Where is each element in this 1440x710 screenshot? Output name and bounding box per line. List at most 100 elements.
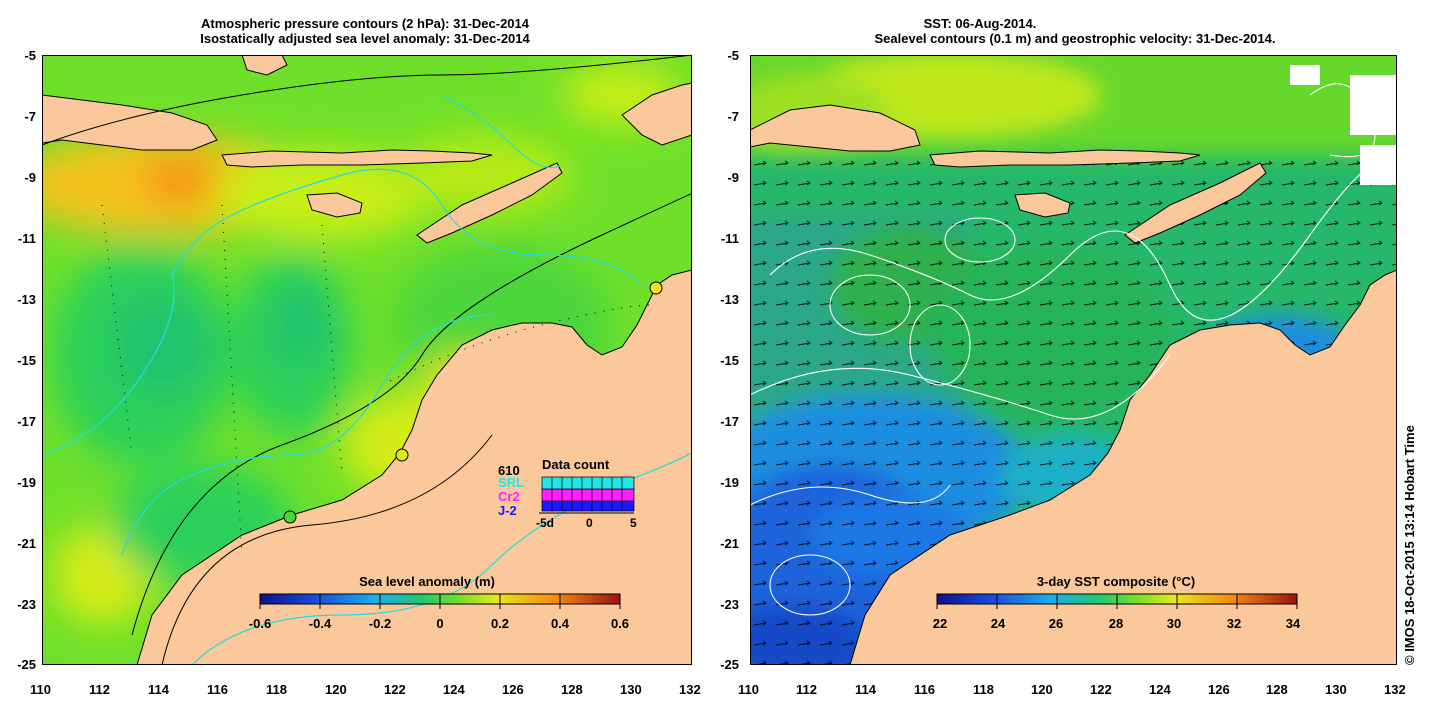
data-count-axis-tick: 5 <box>630 516 637 530</box>
sst-tick-label: 34 <box>1286 616 1301 631</box>
sst-tick-label: 30 <box>1167 616 1181 631</box>
lon-tick-label: 116 <box>914 682 935 697</box>
data-count-axis-tick: -5d <box>536 516 554 530</box>
copyright-notice: © IMOS 18-Oct-2015 13:14 Hobart Time <box>1402 425 1417 665</box>
timor-island-right <box>1124 162 1267 244</box>
sla-colorbar-label: Sea level anomaly (m) <box>359 574 495 589</box>
lon-tick-label: 130 <box>620 682 642 697</box>
lat-tick-label: -19 <box>720 475 739 490</box>
lat-tick-label: -7 <box>727 109 739 124</box>
lat-tick-label: -25 <box>17 657 36 672</box>
sst-colorbar-ticks <box>936 594 1298 609</box>
lon-tick-label: 120 <box>325 682 347 697</box>
sst-colorbar: 3-day SST composite (°C) 22 24 26 28 30 … <box>933 574 1301 631</box>
lon-tick-label: 122 <box>384 682 406 697</box>
sla-tick-label: 0.6 <box>611 616 629 631</box>
australia-land-right <box>849 269 1397 665</box>
lon-tick-label: 128 <box>561 682 583 697</box>
data-count-sat-j2: J-2 <box>498 503 517 518</box>
lon-tick-label: 114 <box>855 682 876 697</box>
data-count-bars <box>541 476 635 512</box>
left-title: Atmospheric pressure contours (2 hPa): 3… <box>200 16 530 46</box>
lon-tick-label: 110 <box>30 682 51 697</box>
lat-tick-label: -17 <box>720 414 739 429</box>
sst-colorbar-tick-labels: 22 24 26 28 30 32 34 <box>933 616 1301 631</box>
lat-tick-label: -19 <box>17 475 36 490</box>
lat-tick-label: -9 <box>727 170 739 185</box>
sla-tick-label: -0.6 <box>249 616 271 631</box>
left-title-line1: Atmospheric pressure contours (2 hPa): 3… <box>201 16 529 31</box>
left-title-line2: Isostatically adjusted sea level anomaly… <box>200 31 530 46</box>
lon-tick-label: 112 <box>89 682 110 697</box>
lesser-sunda-islands-right <box>929 149 1201 168</box>
sla-colorbar-ticks <box>259 594 621 609</box>
lat-tick-label: -21 <box>17 536 36 551</box>
sla-colorbar: Sea level anomaly (m) -0.6 -0.4 -0.2 0 0… <box>249 574 629 631</box>
lon-tick-label: 110 <box>738 682 759 697</box>
sumba-island-right <box>1014 192 1071 218</box>
lat-tick-label: -25 <box>720 657 739 672</box>
lon-tick-label: 120 <box>1031 682 1053 697</box>
lon-tick-label: 118 <box>973 682 994 697</box>
data-count-title: Data count <box>542 457 610 472</box>
lon-tick-label: 124 <box>443 682 465 697</box>
lat-tick-label: -5 <box>24 48 36 63</box>
lon-tick-label: 132 <box>1384 682 1406 697</box>
lat-tick-label: -11 <box>720 231 739 246</box>
sla-tick-label: -0.4 <box>309 616 332 631</box>
sla-tick-label: -0.2 <box>369 616 391 631</box>
sla-tick-label: 0.2 <box>491 616 509 631</box>
sulawesi-land <box>621 82 692 146</box>
lat-tick-label: -7 <box>24 109 36 124</box>
lat-tick-label: -15 <box>720 353 739 368</box>
lon-tick-label: 128 <box>1266 682 1288 697</box>
data-count-inset: Data count 610 SRL Cr2 J-2 -5d 0 5 <box>498 457 637 530</box>
data-count-sat-cr2: Cr2 <box>498 489 520 504</box>
lon-tick-label: 130 <box>1325 682 1347 697</box>
lon-tick-label: 118 <box>266 682 287 697</box>
lat-tick-label: -5 <box>727 48 739 63</box>
right-title: SST: 06-Aug-2014. Sealevel contours (0.1… <box>820 16 1330 46</box>
lon-tick-label: 122 <box>1090 682 1112 697</box>
java-island <box>42 94 218 151</box>
lesser-sunda-islands <box>221 149 493 168</box>
sla-tick-label: 0.4 <box>551 616 570 631</box>
top-left-land <box>241 55 288 76</box>
lon-tick-label: 132 <box>679 682 701 697</box>
lat-tick-label: -21 <box>720 536 739 551</box>
left-map[interactable]: Sea level anomaly (m) -0.6 -0.4 -0.2 0 0… <box>42 55 692 665</box>
lat-tick-label: -23 <box>720 597 739 612</box>
sla-tick-label: 0 <box>436 616 443 631</box>
lat-tick-label: -17 <box>17 414 36 429</box>
lon-tick-label: 126 <box>1208 682 1230 697</box>
pressure-contours <box>42 55 692 665</box>
sst-tick-label: 26 <box>1049 616 1063 631</box>
lat-tick-label: -9 <box>24 170 36 185</box>
lon-tick-label: 126 <box>502 682 524 697</box>
sst-colorbar-label: 3-day SST composite (°C) <box>1037 574 1195 589</box>
right-title-line2: Sealevel contours (0.1 m) and geostrophi… <box>874 31 1276 46</box>
timor-island <box>416 162 563 244</box>
sla-colorbar-tick-labels: -0.6 -0.4 -0.2 0 0.2 0.4 0.6 <box>249 616 629 631</box>
right-title-line1: SST: 06-Aug-2014. <box>923 16 1037 31</box>
sst-tick-label: 32 <box>1227 616 1241 631</box>
lon-tick-label: 112 <box>796 682 817 697</box>
lon-tick-label: 114 <box>148 682 169 697</box>
lat-tick-label: -13 <box>17 292 36 307</box>
data-count-axis-tick: 0 <box>586 516 593 530</box>
sst-tick-label: 22 <box>933 616 947 631</box>
sst-tick-label: 24 <box>991 616 1006 631</box>
data-count-sat-srl: SRL <box>498 475 524 490</box>
sumba-island <box>306 192 363 218</box>
sealevel-contours <box>750 83 1397 616</box>
lat-tick-label: -11 <box>17 231 36 246</box>
lat-tick-label: -13 <box>720 292 739 307</box>
java-island-right <box>750 104 921 152</box>
sst-tick-label: 28 <box>1109 616 1123 631</box>
lat-tick-label: -23 <box>17 597 36 612</box>
right-map[interactable]: 3-day SST composite (°C) 22 24 26 28 30 … <box>750 55 1397 665</box>
lon-tick-label: 124 <box>1149 682 1171 697</box>
lat-tick-label: -15 <box>17 353 36 368</box>
data-count-total: 610 <box>498 463 520 478</box>
lon-tick-label: 116 <box>207 682 228 697</box>
